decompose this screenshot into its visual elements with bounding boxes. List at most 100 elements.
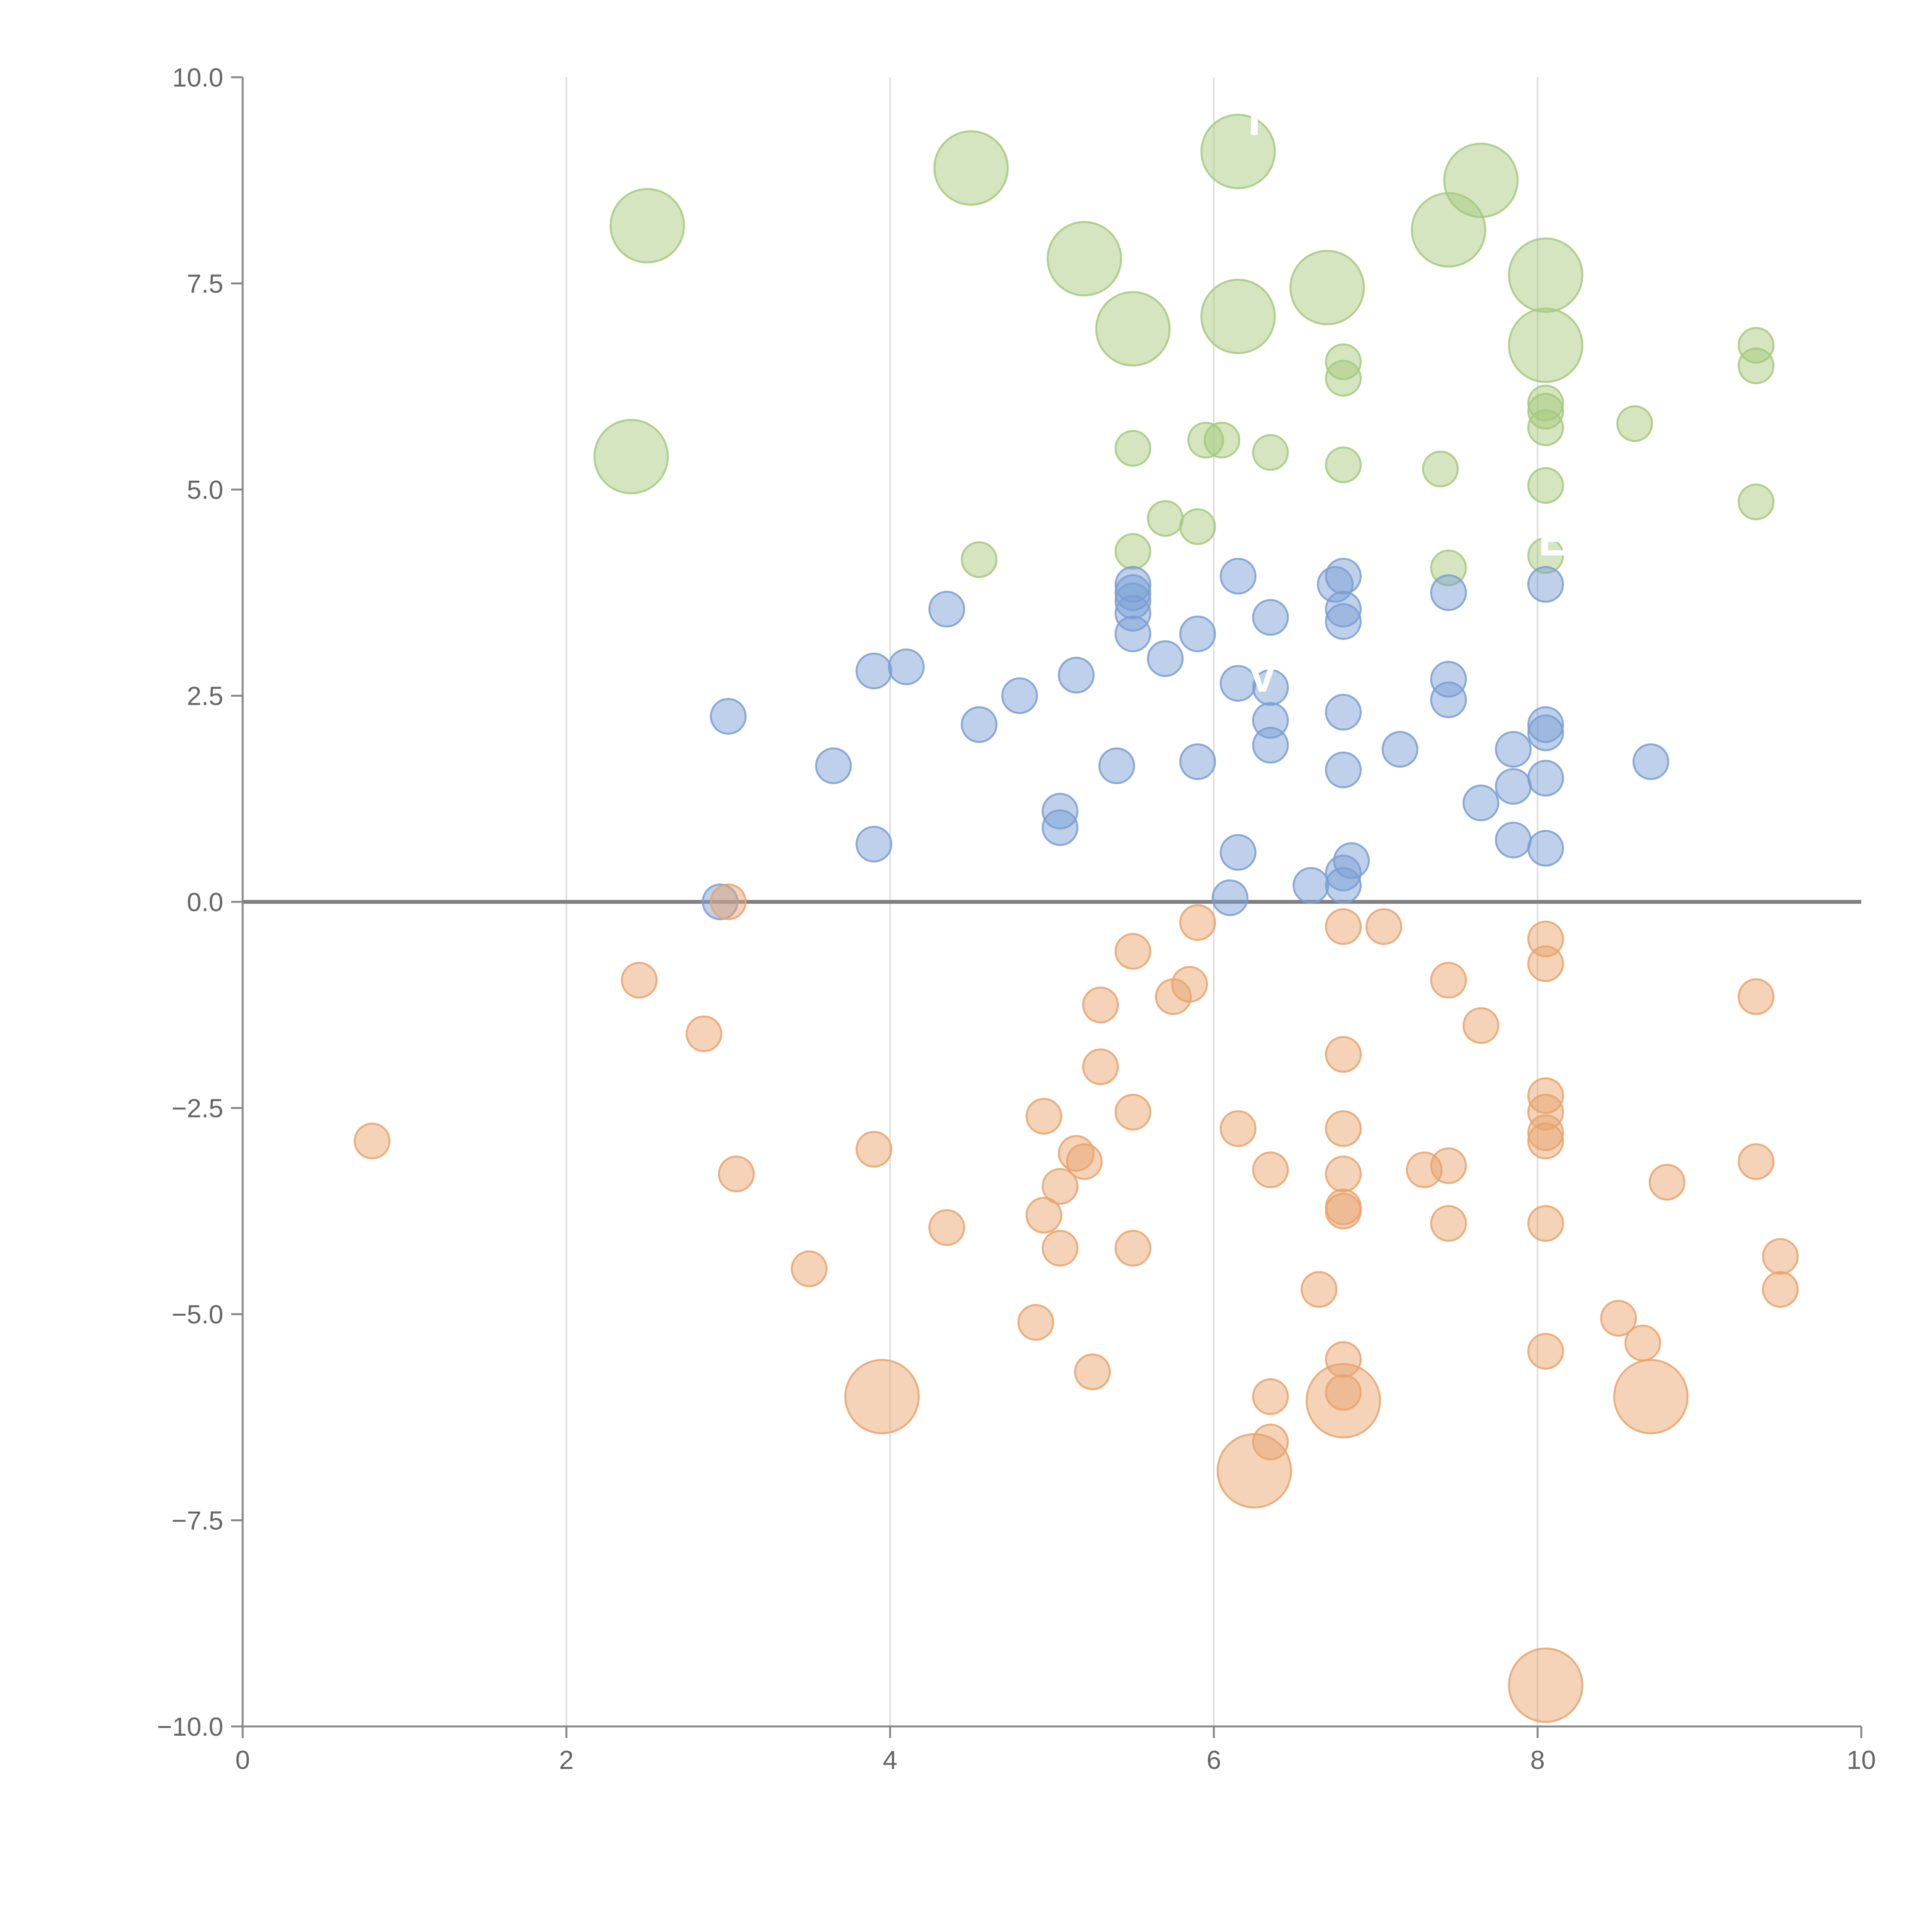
data-point-orange xyxy=(1026,1197,1063,1234)
data-point-orange xyxy=(1325,1192,1362,1230)
data-point-blue xyxy=(1252,599,1289,636)
x-tick-label: 2 xyxy=(559,1745,574,1775)
annotations: I E V I xyxy=(1247,93,1569,701)
y-tick-label: −5.0 xyxy=(172,1300,223,1329)
data-point-orange xyxy=(621,962,658,999)
y-tick-label: 0.0 xyxy=(187,888,223,917)
data-point-orange xyxy=(1527,1094,1564,1131)
data-point-blue xyxy=(1179,743,1216,780)
data-point-orange xyxy=(1325,1374,1362,1411)
data-point-orange xyxy=(1738,1143,1775,1180)
data-point-green xyxy=(933,130,1009,206)
data-point-blue xyxy=(1527,706,1564,743)
x-tick-label: 6 xyxy=(1206,1745,1221,1775)
data-point-orange xyxy=(1066,1143,1103,1180)
data-point-blue xyxy=(1147,640,1184,677)
y-tick-label: −2.5 xyxy=(172,1094,223,1123)
data-point-blue xyxy=(1527,714,1564,752)
data-point-orange xyxy=(1082,1048,1119,1085)
data-point-orange xyxy=(1325,1036,1362,1073)
data-point-green xyxy=(1179,508,1216,545)
data-point-green xyxy=(1325,360,1362,397)
x-tick-label: 10 xyxy=(1847,1745,1876,1775)
y-tick-label: 7.5 xyxy=(187,269,223,299)
data-point-orange xyxy=(1508,1647,1583,1723)
data-point-orange xyxy=(1430,1205,1467,1242)
data-point-blue xyxy=(1430,661,1467,698)
data-point-blue xyxy=(1114,574,1151,611)
data-point-orange xyxy=(1463,1007,1500,1044)
data-point-blue xyxy=(928,590,965,628)
data-point-blue xyxy=(1293,867,1330,904)
data-point-blue xyxy=(1495,821,1532,859)
data-point-green xyxy=(1200,279,1276,354)
data-point-green xyxy=(1046,221,1122,296)
y-tick-label: −10.0 xyxy=(157,1712,223,1742)
data-point-orange xyxy=(1527,945,1564,982)
data-point-orange xyxy=(1219,1110,1257,1147)
data-point-blue xyxy=(1252,669,1289,706)
data-point-orange xyxy=(1301,1271,1338,1308)
data-point-blue xyxy=(1114,615,1151,652)
data-point-orange xyxy=(855,1131,893,1168)
data-point-blue xyxy=(1495,768,1532,805)
data-point-orange xyxy=(1114,933,1151,970)
y-tick-label: 2.5 xyxy=(187,682,223,711)
data-point-green xyxy=(1411,192,1486,268)
data-point-orange xyxy=(1325,908,1362,945)
data-point-orange xyxy=(1430,1147,1467,1184)
data-point-green xyxy=(1187,422,1224,459)
data-point-orange xyxy=(1406,1151,1443,1189)
y-tick-label: 10.0 xyxy=(172,63,223,92)
data-point-green xyxy=(1527,467,1564,504)
data-point-orange xyxy=(1306,1363,1381,1439)
data-point-green xyxy=(1114,533,1151,570)
data-point-blue xyxy=(1527,566,1564,603)
data-point-green xyxy=(1289,250,1365,325)
data-point-orange xyxy=(1114,1230,1151,1267)
data-point-blue xyxy=(702,883,739,920)
data-point-blue xyxy=(1632,743,1669,780)
data-point-green xyxy=(593,419,669,495)
x-tick-label: 0 xyxy=(235,1745,250,1775)
data-point-blue xyxy=(1114,582,1151,619)
data-point-green xyxy=(1738,327,1775,364)
data-point-green xyxy=(1114,430,1151,467)
data-point-green xyxy=(1508,237,1583,313)
data-point-green xyxy=(961,541,998,578)
data-point-orange xyxy=(1527,1333,1564,1370)
data-point-orange xyxy=(1074,1353,1111,1390)
data-point-blue xyxy=(888,648,925,685)
annotation-label: I xyxy=(1345,650,1358,702)
data-point-orange xyxy=(1179,904,1216,941)
data-point-blue xyxy=(961,706,998,743)
data-point-green xyxy=(1203,422,1240,459)
data-point-blue xyxy=(1252,727,1289,764)
data-point-orange xyxy=(1527,1205,1564,1242)
data-point-green xyxy=(1147,500,1184,537)
data-point-orange xyxy=(1430,962,1467,999)
data-point-green xyxy=(1738,347,1775,384)
data-point-green xyxy=(1252,434,1289,471)
data-point-orange xyxy=(1738,978,1775,1015)
data-point-orange xyxy=(1026,1098,1063,1135)
data-point-green xyxy=(1616,405,1653,442)
data-point-orange xyxy=(1252,1378,1289,1415)
data-point-orange xyxy=(1252,1423,1289,1461)
data-point-blue xyxy=(1325,603,1362,640)
data-point-green xyxy=(1508,308,1583,383)
data-point-blue xyxy=(1527,760,1564,797)
axes: 0 2 4 6 8 10 −10.0 −7.5 −5.0 −2.5 0.0 2.5 5.0 7.5 10.0 xyxy=(157,63,1876,1775)
data-point-blue xyxy=(855,826,893,863)
data-point-orange xyxy=(685,1015,723,1052)
data-point-orange xyxy=(1325,1341,1362,1378)
data-point-blue xyxy=(1098,747,1135,784)
x-tick-label: 4 xyxy=(883,1745,898,1775)
data-point-orange xyxy=(1624,1325,1661,1362)
data-point-blue xyxy=(1325,590,1362,628)
data-point-green xyxy=(1095,291,1171,367)
data-point-orange xyxy=(1365,908,1402,945)
data-point-orange xyxy=(710,883,747,920)
data-point-green xyxy=(1527,537,1564,574)
data-point-orange xyxy=(1216,1433,1292,1509)
